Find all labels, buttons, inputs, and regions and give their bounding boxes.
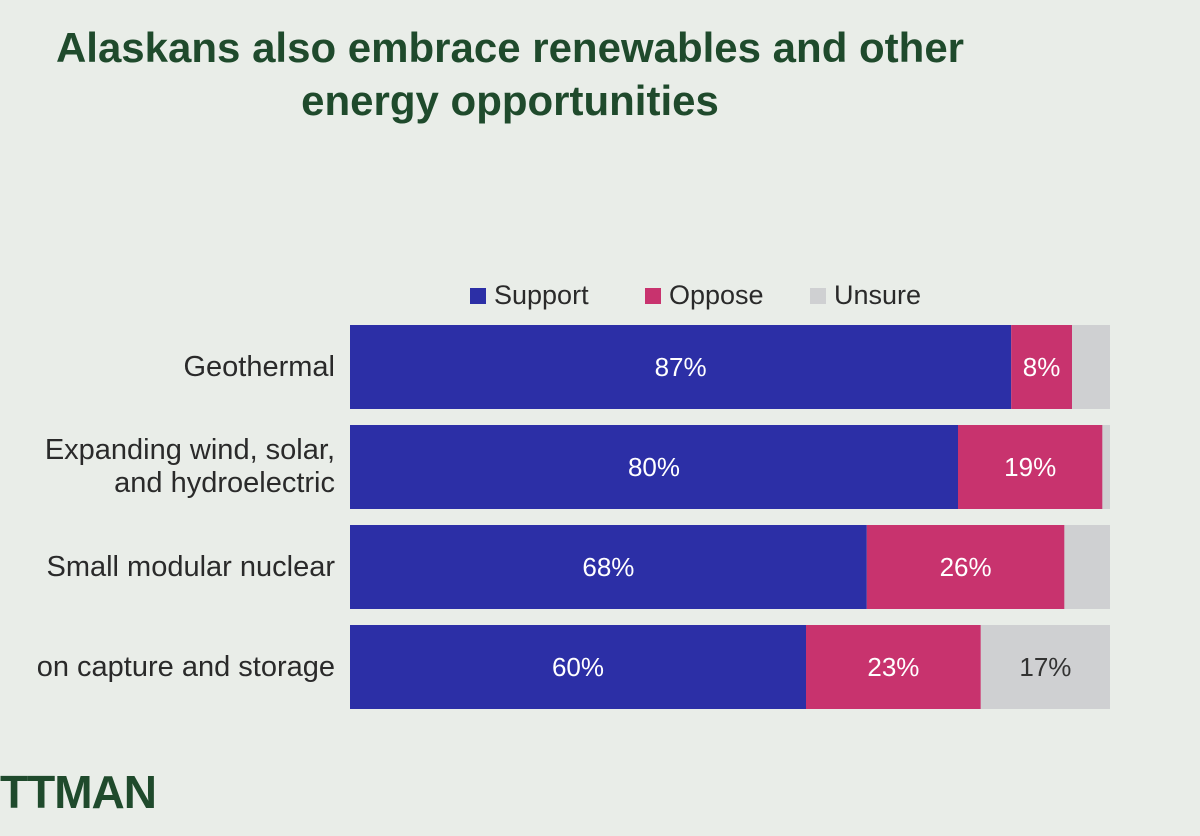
- bar-segment: [350, 625, 806, 709]
- bar-segment: [866, 525, 1065, 609]
- bar-segment: [958, 425, 1103, 509]
- bar-segment: [1011, 325, 1072, 409]
- value-label: 68%: [582, 552, 634, 582]
- category-label: on capture and storage: [36, 650, 335, 683]
- footer-logo: TTMAN: [0, 766, 157, 818]
- chart-title: Alaskans also embrace renewables and oth…: [55, 24, 965, 124]
- bar-segment: [1064, 525, 1110, 609]
- bar-segment: [350, 325, 1012, 409]
- legend-label: Support: [494, 280, 589, 310]
- bar-segment: [350, 525, 867, 609]
- legend-swatch: [645, 288, 661, 304]
- legend-swatch: [810, 288, 826, 304]
- bar-segment: [806, 625, 981, 709]
- value-label: 17%: [1019, 652, 1071, 682]
- value-label: 80%: [628, 452, 680, 482]
- bar-segment: [1072, 325, 1110, 409]
- bar-segment: [350, 425, 958, 509]
- value-label: 23%: [867, 652, 919, 682]
- category-label: Geothermal: [183, 350, 335, 383]
- category-label: Expanding wind, solar, and hydroelectric: [44, 433, 335, 499]
- value-label: 87%: [655, 352, 707, 382]
- bar-segment: [1102, 425, 1110, 509]
- legend-swatch: [470, 288, 486, 304]
- legend-label: Unsure: [834, 280, 921, 310]
- value-label: 8%: [1023, 352, 1061, 382]
- value-label: 60%: [552, 652, 604, 682]
- value-label: 19%: [1004, 452, 1056, 482]
- category-label: Small modular nuclear: [46, 550, 335, 583]
- bar-segment: [980, 625, 1110, 709]
- value-label: 26%: [940, 552, 992, 582]
- legend-label: Oppose: [669, 280, 764, 310]
